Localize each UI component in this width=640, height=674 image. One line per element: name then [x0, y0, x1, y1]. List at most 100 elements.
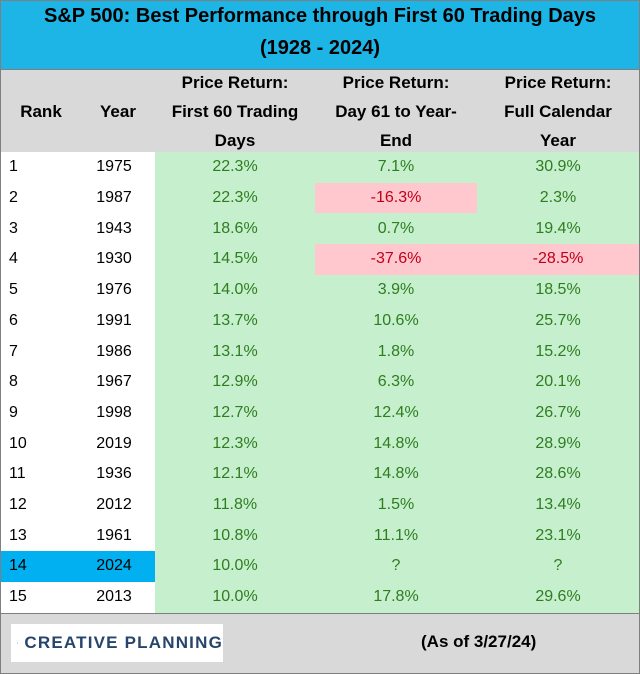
first-60-return-cell: 13.1% [212, 342, 258, 360]
full-year-return-cell: 23.1% [535, 526, 581, 544]
table-row: 1 1975 22.3% 7.1% 30.9% [1, 152, 639, 183]
rank-cell: 4 [9, 250, 18, 268]
table-row: 6 1991 13.7% 10.6% 25.7% [1, 306, 639, 337]
full-year-return-cell: 2.3% [539, 189, 577, 207]
first-60-return-cell: 10.8% [212, 526, 258, 544]
day61-return-cell: -37.6% [315, 244, 477, 275]
header-first-60-line: Price Return: [181, 72, 289, 92]
day61-return-cell: 0.7% [377, 219, 415, 237]
first-60-return-cell: 22.3% [212, 158, 258, 176]
first-60-return-cell: 13.7% [212, 311, 258, 329]
full-year-return-cell: ? [553, 557, 563, 575]
table-row: 4 1930 14.5% -37.6% -28.5% [1, 244, 639, 275]
full-year-return-cell: -28.5% [477, 244, 639, 275]
full-year-return-cell: 20.1% [535, 373, 581, 391]
year-cell: 1991 [96, 311, 132, 329]
first-60-return-cell: 18.6% [212, 219, 258, 237]
header-day61-line: Price Return: [342, 72, 450, 92]
header-day61-line: Day 61 to Year- [335, 101, 457, 121]
table-row: 9 1998 12.7% 12.4% 26.7% [1, 398, 639, 429]
day61-return-cell: 1.5% [377, 496, 415, 514]
year-cell: 1975 [96, 158, 132, 176]
rank-cell: 12 [9, 496, 27, 514]
highlight-current-year [1, 551, 155, 582]
table-row: 8 1967 12.9% 6.3% 20.1% [1, 367, 639, 398]
full-year-return-cell: 25.7% [535, 311, 581, 329]
day61-return-cell: 14.8% [373, 434, 419, 452]
year-cell: 1986 [96, 342, 132, 360]
creative-planning-logo: CREATIVE PLANNING [11, 624, 223, 662]
full-year-return-cell: 28.6% [535, 465, 581, 483]
day61-return-cell: 7.1% [377, 158, 415, 176]
year-cell: 1943 [96, 219, 132, 237]
table-row: 5 1976 14.0% 3.9% 18.5% [1, 275, 639, 306]
day61-return-cell: 6.3% [377, 373, 415, 391]
full-year-return-cell: 30.9% [535, 158, 581, 176]
table-row: 3 1943 18.6% 0.7% 19.4% [1, 213, 639, 244]
header-first-60-line: Days [214, 130, 256, 150]
rank-cell: 10 [9, 434, 27, 452]
full-year-return-cell: 28.9% [535, 434, 581, 452]
year-cell: 2024 [96, 557, 132, 575]
table-row: 12 2012 11.8% 1.5% 13.4% [1, 490, 639, 521]
rank-cell: 8 [9, 373, 18, 391]
table-row: 13 1961 10.8% 11.1% 23.1% [1, 520, 639, 551]
full-year-return-cell: 15.2% [535, 342, 581, 360]
table-row: 7 1986 13.1% 1.8% 15.2% [1, 336, 639, 367]
rank-cell: 6 [9, 311, 18, 329]
header-day61-to-year-end: Price Return: Day 61 to Year- End [315, 70, 477, 152]
day61-return-cell: 14.8% [373, 465, 419, 483]
rank-cell: 13 [9, 526, 27, 544]
full-year-return-cell: 19.4% [535, 219, 581, 237]
day61-return-cell: 10.6% [373, 311, 419, 329]
header-day61-line: End [379, 130, 413, 150]
full-year-return-cell: 18.5% [535, 281, 581, 299]
header-year: Year [81, 70, 155, 152]
day61-return-cell: 1.8% [377, 342, 415, 360]
rank-cell: 9 [9, 403, 18, 421]
year-cell: 1998 [96, 403, 132, 421]
first-60-return-cell: 10.0% [212, 588, 258, 606]
rank-cell: 14 [9, 557, 27, 575]
day61-return-cell: -16.3% [315, 182, 477, 214]
rank-cell: 15 [9, 588, 27, 606]
as-of-date: (As of 3/27/24) [421, 632, 537, 651]
table-row: 14 2024 10.0%?? [1, 551, 639, 582]
table-row: 11 1936 12.1% 14.8% 28.6% [1, 459, 639, 490]
header-first-60: Price Return: First 60 Trading Days [155, 70, 315, 152]
logo-text: CREATIVE PLANNING [24, 633, 223, 652]
header-full-year: Price Return: Full Calendar Year [477, 70, 639, 152]
year-cell: 1987 [96, 189, 132, 207]
first-60-return-cell: 14.5% [212, 250, 258, 268]
returns-area [155, 152, 639, 613]
year-cell: 1976 [96, 281, 132, 299]
first-60-return-cell: 12.3% [212, 434, 258, 452]
header-rank: Rank [1, 70, 81, 152]
table-row: 15 2013 10.0% 17.8% 29.6% [1, 582, 639, 613]
day61-return-cell: 17.8% [373, 588, 419, 606]
first-60-return-cell: 12.7% [212, 403, 258, 421]
first-60-return-cell: 12.1% [212, 465, 258, 483]
rank-cell: 2 [9, 189, 18, 207]
day61-return-cell: 11.1% [373, 526, 419, 544]
year-cell: 1967 [96, 373, 132, 391]
year-cell: 2012 [96, 496, 132, 514]
footer: CREATIVE PLANNING (As of 3/27/24) [1, 613, 639, 673]
table-row: 2 1987 22.3% -16.3% 2.3% [1, 182, 639, 214]
full-year-return-cell: 26.7% [535, 403, 581, 421]
year-cell: 2019 [96, 434, 132, 452]
day61-return-cell: ? [391, 557, 401, 575]
day61-return-cell: 12.4% [373, 403, 419, 421]
rank-cell: 3 [9, 219, 18, 237]
rank-cell: 11 [9, 465, 26, 483]
first-60-return-cell: 22.3% [212, 189, 258, 207]
header-first-60-line: First 60 Trading [171, 101, 299, 121]
full-year-return-cell: 13.4% [535, 496, 581, 514]
header-full-year-line: Year [540, 130, 576, 150]
rank-cell: 5 [9, 281, 18, 299]
year-cell: 2013 [96, 588, 132, 606]
table-row: 10 2019 12.3% 14.8% 28.9% [1, 428, 639, 459]
creative-planning-mark-icon [17, 642, 19, 644]
header-full-year-line: Price Return: [504, 72, 612, 92]
